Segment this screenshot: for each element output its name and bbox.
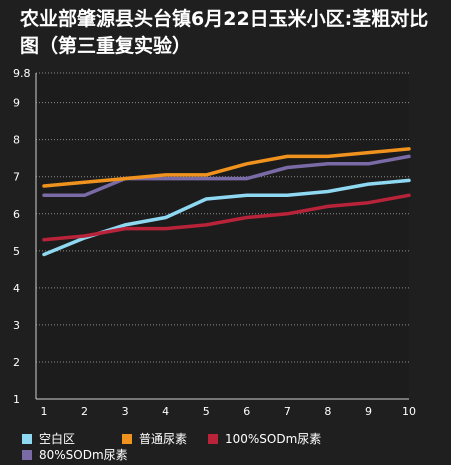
legend-label: 80%SODm尿素 <box>39 448 128 462</box>
series-line-4 <box>42 154 411 198</box>
x-tick-label: 4 <box>162 405 169 418</box>
series-line-3 <box>42 193 411 242</box>
legend-swatch <box>22 449 32 460</box>
x-tick-label: 2 <box>81 405 88 418</box>
y-tick-label: 6 <box>13 208 20 221</box>
x-tick-label: 6 <box>243 405 250 418</box>
legend-label: 普通尿素 <box>139 432 188 446</box>
x-tick-label: 7 <box>284 405 291 418</box>
x-tick-label: 10 <box>402 405 416 418</box>
y-tick-label: 9 <box>13 97 20 110</box>
y-tick-label: 3 <box>13 319 20 332</box>
y-tick-label: 9.8 <box>13 67 31 80</box>
y-tick-label: 8 <box>13 134 20 147</box>
series-line-2 <box>42 147 411 188</box>
x-tick-label: 3 <box>122 405 129 418</box>
legend-swatch <box>122 433 132 444</box>
y-tick-label: 2 <box>13 356 20 369</box>
chart-title: 农业部肇源县头台镇6月22日玉米小区:茎粗对比图（第三重复实验） <box>20 8 429 57</box>
x-tick-label: 9 <box>365 405 372 418</box>
x-tick-label: 5 <box>203 405 210 418</box>
x-tick-label: 8 <box>324 405 331 418</box>
y-tick-label: 5 <box>13 245 20 258</box>
legend-item: 普通尿素 <box>122 430 187 447</box>
plot-area <box>36 73 409 399</box>
legend-label: 空白区 <box>39 432 76 446</box>
x-tick-label: 1 <box>41 405 48 418</box>
y-tick-label: 1 <box>13 393 20 406</box>
legend-item: 100%SODm尿素 <box>208 430 321 447</box>
legend-item: 80%SODm尿素 <box>22 446 128 463</box>
legend-item: 空白区 <box>22 430 75 447</box>
legend-swatch <box>22 433 32 444</box>
y-tick-label: 4 <box>13 282 20 295</box>
legend-label: 100%SODm尿素 <box>225 432 322 446</box>
y-tick-label: 7 <box>13 171 20 184</box>
legend-swatch <box>208 433 218 444</box>
